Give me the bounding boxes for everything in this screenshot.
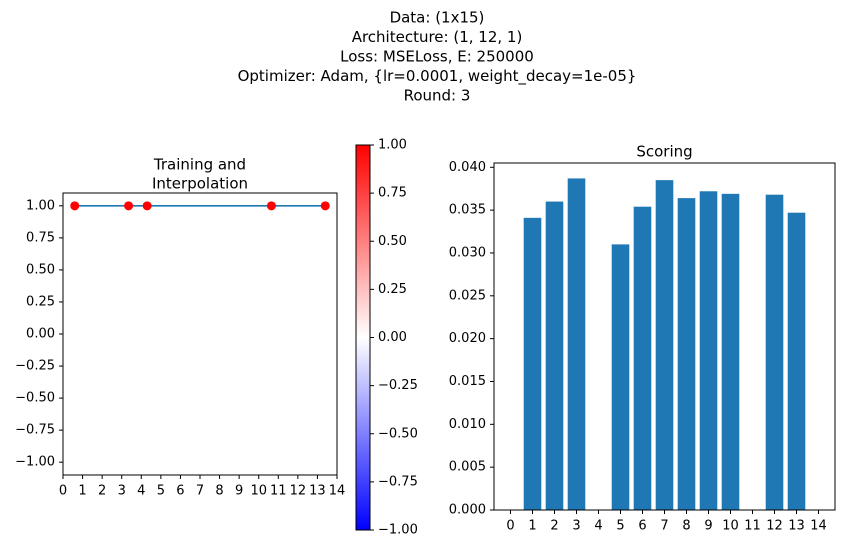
x-tick-label: 5 bbox=[616, 519, 624, 534]
x-tick-label: 4 bbox=[137, 484, 145, 499]
training-point bbox=[320, 201, 330, 211]
y-tick-label: 0.25 bbox=[26, 294, 55, 309]
training-point bbox=[142, 201, 152, 211]
x-tick-label: 13 bbox=[309, 484, 326, 499]
x-tick-label: 4 bbox=[594, 519, 602, 534]
y-tick-label: −1.00 bbox=[15, 455, 55, 470]
x-tick-label: 10 bbox=[722, 519, 739, 534]
suptitle-line: Optimizer: Adam, {lr=0.0001, weight_deca… bbox=[238, 67, 637, 86]
suptitle-line: Architecture: (1, 12, 1) bbox=[352, 28, 523, 46]
colorbar-tick-label: 1.00 bbox=[378, 138, 407, 153]
y-tick-label: −0.25 bbox=[15, 359, 55, 374]
y-tick-label: 0.50 bbox=[26, 262, 55, 277]
x-tick-label: 14 bbox=[810, 519, 827, 534]
x-tick-label: 7 bbox=[660, 519, 668, 534]
axes-title: Training and bbox=[153, 156, 246, 174]
x-tick-label: 3 bbox=[118, 484, 126, 499]
x-tick-label: 5 bbox=[157, 484, 165, 499]
x-tick-label: 0 bbox=[59, 484, 67, 499]
y-tick-label: 0.000 bbox=[449, 503, 486, 518]
colorbar-tick-label: 0.25 bbox=[378, 282, 407, 297]
suptitle-line: Loss: MSELoss, E: 250000 bbox=[340, 48, 534, 66]
x-tick-label: 9 bbox=[235, 484, 243, 499]
x-tick-label: 0 bbox=[506, 519, 514, 534]
x-tick-label: 8 bbox=[215, 484, 223, 499]
score-bar bbox=[545, 201, 564, 511]
x-tick-label: 14 bbox=[329, 484, 346, 499]
y-tick-label: −0.50 bbox=[15, 391, 55, 406]
y-tick-label: 0.005 bbox=[449, 460, 486, 475]
score-bar bbox=[721, 193, 740, 510]
y-tick-label: 0.035 bbox=[449, 203, 486, 218]
score-bar bbox=[633, 206, 652, 510]
y-tick-label: 0.040 bbox=[449, 160, 486, 175]
suptitle-line: Round: 3 bbox=[404, 87, 471, 105]
x-tick-label: 9 bbox=[704, 519, 712, 534]
x-tick-label: 2 bbox=[550, 519, 558, 534]
y-tick-label: 0.00 bbox=[26, 327, 55, 342]
axes-title: Interpolation bbox=[152, 175, 248, 193]
colorbar-tick-label: 0.75 bbox=[378, 186, 407, 201]
x-tick-label: 11 bbox=[270, 484, 287, 499]
score-bar bbox=[611, 244, 630, 510]
y-tick-label: 0.030 bbox=[449, 245, 486, 260]
colorbar-tick-label: 0.50 bbox=[378, 234, 407, 249]
colorbar-tick-label: 0.00 bbox=[378, 330, 407, 345]
x-tick-label: 1 bbox=[78, 484, 86, 499]
x-tick-label: 12 bbox=[290, 484, 307, 499]
score-bar bbox=[655, 180, 674, 510]
x-tick-label: 13 bbox=[788, 519, 805, 534]
training-point bbox=[70, 201, 80, 211]
colorbar: 1.00 0.75 0.50 0.25 0.00 −0.25 −0.50 −0.75 −1.00 bbox=[355, 138, 418, 538]
suptitle-line: Data: (1x15) bbox=[390, 9, 485, 27]
score-bar bbox=[523, 217, 542, 510]
score-bar bbox=[677, 198, 696, 510]
axes-frame bbox=[62, 192, 338, 476]
x-tick-label: 8 bbox=[682, 519, 690, 534]
score-bar bbox=[765, 194, 784, 510]
colorbar-tick-label: −1.00 bbox=[378, 523, 418, 538]
training-point bbox=[266, 201, 276, 211]
x-tick-label: 6 bbox=[176, 484, 184, 499]
y-tick-label: 0.015 bbox=[449, 374, 486, 389]
figure-suptitle: Data: (1x15)Architecture: (1, 12, 1) Loss… bbox=[238, 9, 637, 105]
y-tick-label: 1.00 bbox=[26, 198, 55, 213]
colorbar-tick-label: −0.50 bbox=[378, 426, 418, 441]
x-tick-label: 10 bbox=[250, 484, 267, 499]
x-tick-label: 11 bbox=[744, 519, 761, 534]
x-tick-label: 12 bbox=[766, 519, 783, 534]
y-tick-label: −0.75 bbox=[15, 423, 55, 438]
y-tick-label: 0.010 bbox=[449, 417, 486, 432]
score-bar bbox=[699, 191, 718, 510]
colorbar-tick-label: −0.25 bbox=[378, 378, 418, 393]
training-point bbox=[124, 201, 134, 211]
x-tick-label: 3 bbox=[572, 519, 580, 534]
axes-title: Scoring bbox=[636, 143, 692, 161]
x-tick-label: 7 bbox=[196, 484, 204, 499]
y-tick-label: 0.75 bbox=[26, 230, 55, 245]
score-bar bbox=[567, 178, 586, 510]
y-tick-label: 0.025 bbox=[449, 288, 486, 303]
x-tick-label: 6 bbox=[638, 519, 646, 534]
score-bar bbox=[787, 212, 806, 510]
colorbar-gradient bbox=[355, 144, 371, 531]
y-tick-label: 0.020 bbox=[449, 331, 486, 346]
x-tick-label: 2 bbox=[98, 484, 106, 499]
colorbar-tick-label: −0.75 bbox=[378, 474, 418, 489]
x-tick-label: 1 bbox=[528, 519, 536, 534]
